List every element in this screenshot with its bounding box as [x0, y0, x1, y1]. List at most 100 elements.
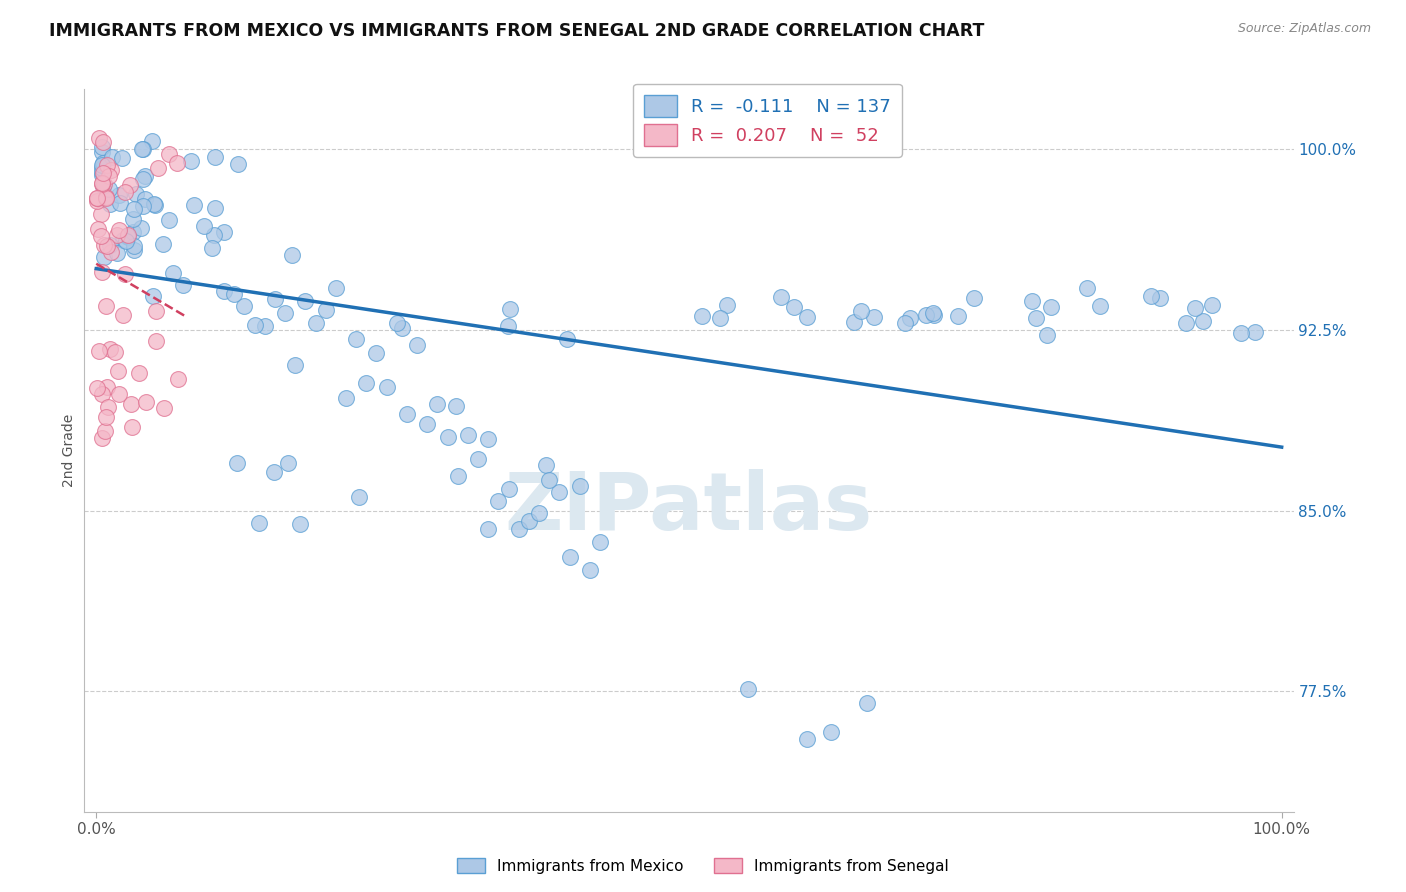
Point: [111, 152, 134, 166]
Point: [284, 358, 307, 372]
Point: [820, 725, 842, 739]
Point: [304, 316, 326, 330]
Point: [87, 130, 110, 145]
Point: [146, 161, 169, 176]
Point: [496, 318, 519, 333]
Point: [132, 199, 155, 213]
Point: [111, 233, 134, 247]
Point: [117, 228, 139, 243]
Point: [406, 338, 429, 352]
Point: [486, 493, 509, 508]
Point: [131, 142, 153, 156]
Point: [183, 198, 205, 212]
Point: [135, 395, 157, 409]
Point: [1140, 289, 1163, 303]
Text: ZIPatlas: ZIPatlas: [505, 469, 873, 548]
Point: [416, 417, 439, 431]
Point: [375, 380, 398, 394]
Point: [94, 189, 117, 203]
Point: [86, 191, 108, 205]
Point: [193, 219, 215, 233]
Point: [253, 318, 276, 333]
Point: [157, 146, 180, 161]
Point: [894, 316, 917, 330]
Point: [1184, 301, 1206, 315]
Point: [166, 156, 188, 170]
Point: [100, 162, 122, 177]
Point: [426, 397, 449, 411]
Point: [107, 364, 129, 378]
Point: [107, 187, 129, 202]
Point: [709, 310, 731, 325]
Text: Source: ZipAtlas.com: Source: ZipAtlas.com: [1237, 22, 1371, 36]
Point: [915, 308, 938, 322]
Point: [344, 332, 367, 346]
Point: [141, 134, 163, 148]
Point: [120, 178, 142, 192]
Point: [558, 549, 581, 564]
Point: [527, 506, 550, 520]
Point: [536, 458, 558, 473]
Point: [946, 310, 969, 324]
Point: [96, 158, 118, 172]
Point: [224, 286, 246, 301]
Point: [796, 732, 818, 747]
Point: [243, 318, 266, 332]
Point: [115, 234, 138, 248]
Point: [142, 289, 165, 303]
Point: [114, 267, 136, 281]
Point: [444, 399, 467, 413]
Point: [347, 490, 370, 504]
Point: [264, 292, 287, 306]
Point: [963, 292, 986, 306]
Text: IMMIGRANTS FROM MEXICO VS IMMIGRANTS FROM SENEGAL 2ND GRADE CORRELATION CHART: IMMIGRANTS FROM MEXICO VS IMMIGRANTS FRO…: [49, 22, 984, 40]
Point: [555, 332, 578, 346]
Point: [180, 154, 202, 169]
Point: [690, 309, 713, 323]
Point: [93, 237, 115, 252]
Point: [538, 473, 561, 487]
Point: [1149, 292, 1171, 306]
Point: [921, 306, 943, 320]
Point: [91, 164, 114, 178]
Point: [366, 346, 388, 360]
Point: [97, 400, 120, 414]
Point: [157, 212, 180, 227]
Point: [467, 452, 489, 467]
Point: [288, 517, 311, 532]
Point: [93, 155, 115, 169]
Point: [91, 140, 114, 154]
Point: [87, 222, 110, 236]
Point: [356, 376, 378, 390]
Point: [86, 381, 108, 395]
Point: [212, 225, 235, 239]
Point: [91, 135, 114, 149]
Point: [93, 177, 115, 191]
Point: [131, 142, 153, 156]
Point: [98, 342, 121, 356]
Point: [134, 169, 156, 183]
Point: [783, 300, 806, 314]
Legend: R =  -0.111    N = 137, R =  0.207    N =  52: R = -0.111 N = 137, R = 0.207 N = 52: [633, 84, 901, 157]
Point: [1025, 310, 1047, 325]
Point: [97, 182, 120, 196]
Point: [145, 334, 167, 348]
Point: [204, 201, 226, 215]
Point: [1201, 298, 1223, 312]
Point: [849, 304, 872, 318]
Point: [589, 535, 612, 549]
Point: [142, 197, 165, 211]
Point: [86, 194, 108, 208]
Point: [90, 228, 112, 243]
Point: [114, 186, 136, 200]
Point: [1175, 316, 1198, 330]
Point: [202, 228, 225, 243]
Point: [568, 479, 591, 493]
Point: [579, 563, 602, 577]
Point: [86, 191, 108, 205]
Point: [172, 277, 194, 292]
Point: [122, 239, 145, 253]
Point: [91, 168, 114, 182]
Point: [152, 237, 174, 252]
Point: [94, 299, 117, 313]
